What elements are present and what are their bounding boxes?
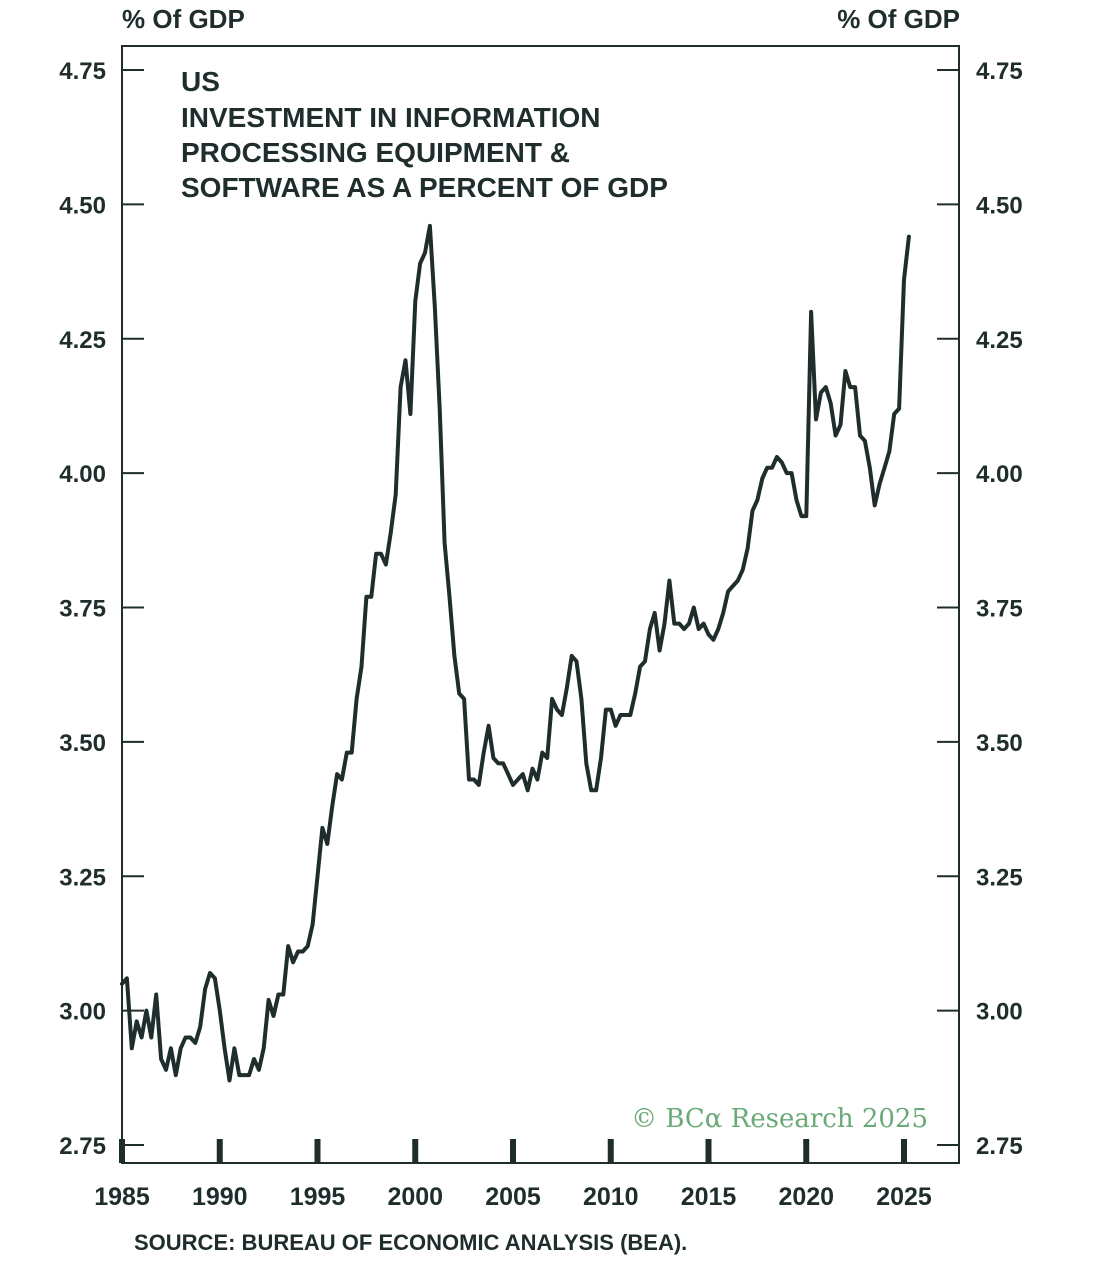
y-axis-right: 2.75 3.00 3.25 3.50 3.75 4.00 4.25 4.50 4.75 xyxy=(937,58,1023,1160)
y-axis-left: 2.75 3.00 3.25 3.50 3.75 4.00 4.25 4.50 4.75 xyxy=(59,58,144,1160)
y-tick-label-left: 3.50 xyxy=(59,730,106,757)
y-tick-label-right: 4.75 xyxy=(976,58,1023,85)
x-tick-label: 2025 xyxy=(876,1183,932,1211)
y-tick-label-left: 3.25 xyxy=(59,864,106,891)
y-axis-title-left: % Of GDP xyxy=(122,4,245,34)
y-tick-label-left: 4.25 xyxy=(59,327,106,354)
y-tick-label-right: 3.75 xyxy=(976,596,1023,623)
x-tick-label: 1985 xyxy=(94,1183,150,1211)
watermark: © BCα Research 2025 xyxy=(631,1104,928,1134)
y-tick-label-right: 2.75 xyxy=(976,1133,1023,1160)
y-tick-label-right: 3.25 xyxy=(976,864,1023,891)
x-tick-label: 1995 xyxy=(290,1183,346,1211)
x-tick-label: 2010 xyxy=(583,1183,639,1211)
x-tick-label: 2015 xyxy=(681,1183,737,1211)
y-tick-label-left: 4.00 xyxy=(59,461,106,488)
source-note: SOURCE: BUREAU OF ECONOMIC ANALYSIS (BEA… xyxy=(134,1230,687,1255)
y-tick-label-left: 4.75 xyxy=(59,58,106,85)
chart-title-line-2: INVESTMENT IN INFORMATION xyxy=(181,102,600,133)
chart-title-line-3: PROCESSING EQUIPMENT & xyxy=(181,137,570,168)
y-tick-label-left: 2.75 xyxy=(59,1133,106,1160)
x-tick-label: 2005 xyxy=(485,1183,541,1211)
y-tick-label-right: 3.50 xyxy=(976,730,1023,757)
series-line xyxy=(120,223,911,1083)
y-tick-label-left: 4.50 xyxy=(59,192,106,219)
y-tick-label-left: 3.75 xyxy=(59,596,106,623)
chart-title-line-1: US xyxy=(181,66,220,97)
x-axis: 1985 1990 1995 2000 2005 2010 2015 2020 2025 xyxy=(94,1139,932,1211)
x-tick-label: 2000 xyxy=(387,1183,443,1211)
y-tick-label-right: 3.00 xyxy=(976,999,1023,1026)
chart-title: US INVESTMENT IN INFORMATION PROCESSING … xyxy=(181,66,668,203)
y-tick-label-right: 4.25 xyxy=(976,327,1023,354)
y-axis-title-right: % Of GDP xyxy=(837,4,960,34)
x-tick-label: 2020 xyxy=(778,1183,834,1211)
x-tick-label: 1990 xyxy=(192,1183,248,1211)
y-tick-label-right: 4.50 xyxy=(976,192,1023,219)
plot-frame xyxy=(121,45,960,1164)
chart-title-line-4: SOFTWARE AS A PERCENT OF GDP xyxy=(181,172,668,203)
y-tick-label-left: 3.00 xyxy=(59,999,106,1026)
y-tick-label-right: 4.00 xyxy=(976,461,1023,488)
